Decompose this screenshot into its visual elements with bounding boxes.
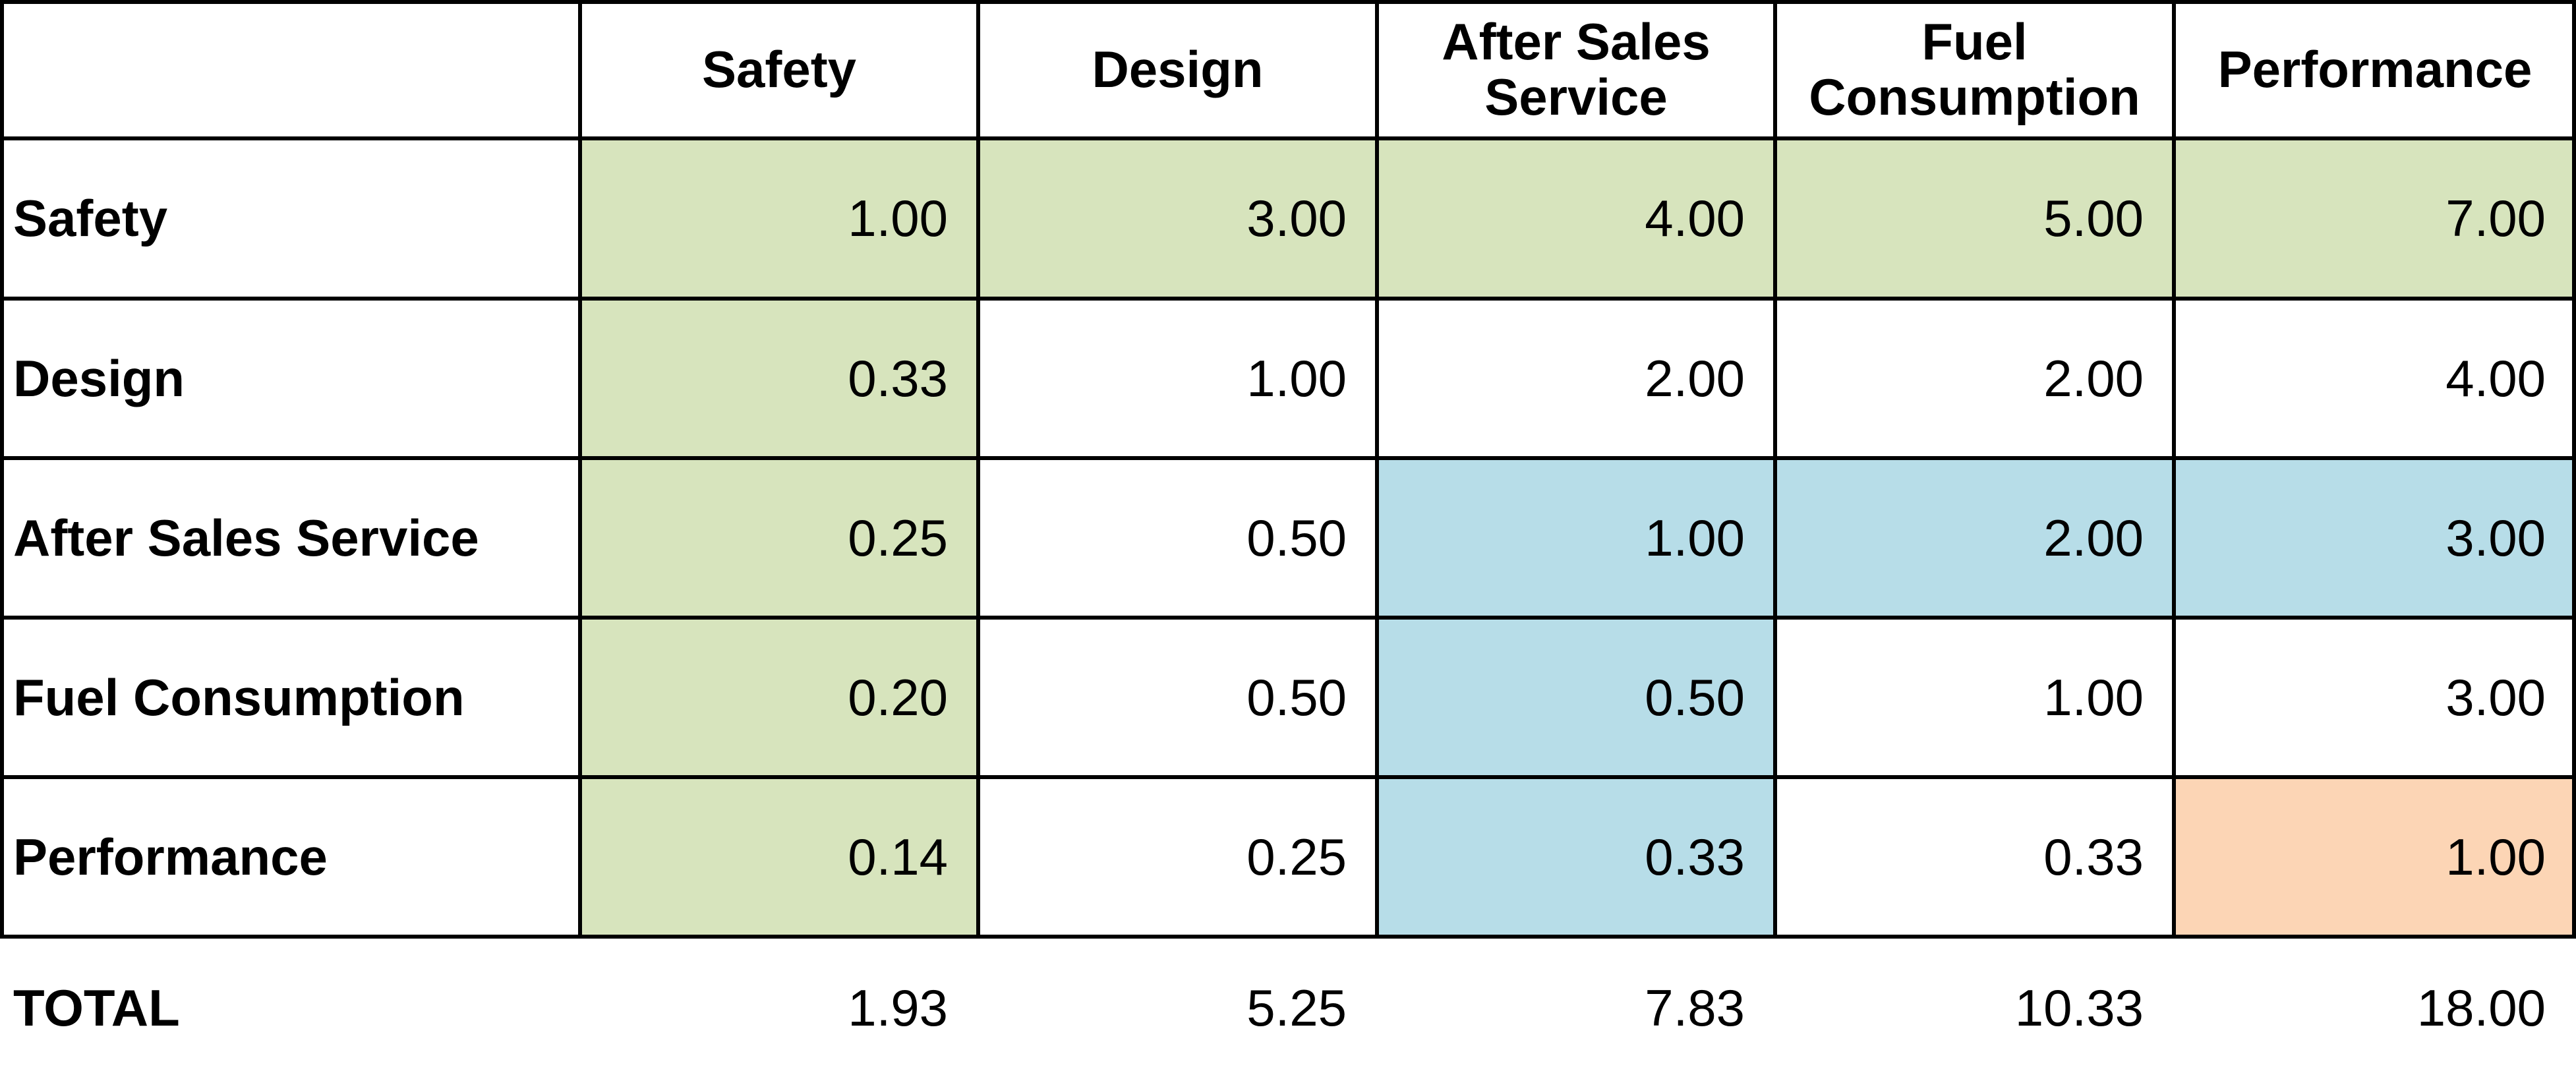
matrix-cell-r0-c2: 4.00 [1377,138,1775,299]
column-header-0: Safety [580,0,978,138]
grid-line-vertical [0,0,4,939]
total-value-2-text: 7.83 [1645,978,1745,1038]
column-header-2: After Sales Service [1377,0,1775,138]
matrix-cell-r2-c2: 1.00 [1377,458,1775,618]
row-label-0: Safety [0,138,580,299]
matrix-cell-r3-c3: 1.00 [1775,618,2174,777]
matrix-cell-r3-c0: 0.20 [580,618,978,777]
grid-line-horizontal [0,456,2576,460]
column-header-4-text: Performance [2218,42,2532,97]
matrix-cell-r0-c4-text: 7.00 [2445,189,2546,248]
matrix-cell-r4-c3-text: 0.33 [2043,827,2144,887]
row-label-3-text: Fuel Consumption [13,668,465,728]
matrix-cell-r1-c3: 2.00 [1775,299,2174,458]
matrix-cell-r4-c2: 0.33 [1377,777,1775,937]
matrix-cell-r1-c4-text: 4.00 [2445,349,2546,409]
column-header-0-text: Safety [702,42,856,97]
matrix-cell-r4-c0-text: 0.14 [848,827,948,887]
matrix-cell-r0-c0: 1.00 [580,138,978,299]
matrix-cell-r1-c1: 1.00 [978,299,1377,458]
grid-line-horizontal [0,0,2576,4]
grid-line-horizontal [0,297,2576,301]
matrix-cell-r1-c4: 4.00 [2174,299,2576,458]
total-value-1: 5.25 [978,937,1377,1079]
matrix-cell-r4-c4-text: 1.00 [2445,827,2546,887]
matrix-cell-r0-c0-text: 1.00 [848,189,948,248]
total-value-2: 7.83 [1377,937,1775,1079]
matrix-cell-r3-c4-text: 3.00 [2445,668,2546,728]
column-header-3-text: Fuel Consumption [1809,14,2140,125]
total-value-0-text: 1.93 [848,978,948,1038]
grid-line-horizontal [0,616,2576,620]
total-label: TOTAL [0,937,580,1079]
matrix-cell-r2-c4: 3.00 [2174,458,2576,618]
matrix-cell-r1-c0-text: 0.33 [848,349,948,409]
matrix-cell-r0-c3: 5.00 [1775,138,2174,299]
matrix-cell-r1-c3-text: 2.00 [2043,349,2144,409]
total-value-4-text: 18.00 [2417,978,2546,1038]
total-value-3-text: 10.33 [2015,978,2144,1038]
matrix-cell-r3-c1: 0.50 [978,618,1377,777]
grid-line-horizontal [0,136,2576,140]
matrix-cell-r2-c4-text: 3.00 [2445,508,2546,568]
column-header-4: Performance [2174,0,2576,138]
grid-line-vertical [1375,0,1379,939]
matrix-cell-r3-c0-text: 0.20 [848,668,948,728]
grid-line-horizontal [0,935,2576,939]
column-header-1-text: Design [1092,42,1263,97]
matrix-cell-r0-c4: 7.00 [2174,138,2576,299]
matrix-cell-r1-c0: 0.33 [580,299,978,458]
matrix-cell-r3-c4: 3.00 [2174,618,2576,777]
header-corner-cell [0,0,580,138]
grid-line-vertical [2172,0,2176,939]
grid-line-vertical [2572,0,2576,939]
matrix-cell-r4-c0: 0.14 [580,777,978,937]
matrix-cell-r0-c1: 3.00 [978,138,1377,299]
matrix-cell-r2-c0: 0.25 [580,458,978,618]
total-value-4: 18.00 [2174,937,2576,1079]
matrix-cell-r0-c3-text: 5.00 [2043,189,2144,248]
matrix-cell-r2-c3: 2.00 [1775,458,2174,618]
total-value-0: 1.93 [580,937,978,1079]
matrix-cell-r4-c2-text: 0.33 [1645,827,1745,887]
matrix-cell-r3-c2-text: 0.50 [1645,668,1745,728]
matrix-cell-r2-c2-text: 1.00 [1645,508,1745,568]
grid-line-vertical [976,0,980,939]
grid-line-horizontal [0,775,2576,779]
row-label-3: Fuel Consumption [0,618,580,777]
row-label-0-text: Safety [13,189,167,248]
matrix-cell-r4-c3: 0.33 [1775,777,2174,937]
column-header-3: Fuel Consumption [1775,0,2174,138]
matrix-cell-r1-c1-text: 1.00 [1246,349,1347,409]
row-label-2-text: After Sales Service [13,508,479,568]
matrix-cell-r4-c1: 0.25 [978,777,1377,937]
matrix-cell-r3-c2: 0.50 [1377,618,1775,777]
column-header-1: Design [978,0,1377,138]
matrix-cell-r1-c2-text: 2.00 [1645,349,1745,409]
row-label-4-text: Performance [13,827,328,887]
grid-line-vertical [1773,0,1777,939]
column-header-2-text: After Sales Service [1442,14,1711,125]
matrix-cell-r2-c1: 0.50 [978,458,1377,618]
matrix-cell-r4-c1-text: 0.25 [1246,827,1347,887]
row-label-4: Performance [0,777,580,937]
matrix-cell-r2-c0-text: 0.25 [848,508,948,568]
row-label-2: After Sales Service [0,458,580,618]
row-label-1: Design [0,299,580,458]
row-label-1-text: Design [13,349,185,409]
matrix-cell-r3-c1-text: 0.50 [1246,668,1347,728]
total-value-1-text: 5.25 [1246,978,1347,1038]
grid-line-vertical [578,0,582,939]
total-label-text: TOTAL [13,978,180,1038]
matrix-cell-r0-c2-text: 4.00 [1645,189,1745,248]
matrix-cell-r4-c4: 1.00 [2174,777,2576,937]
matrix-cell-r1-c2: 2.00 [1377,299,1775,458]
matrix-cell-r0-c1-text: 3.00 [1246,189,1347,248]
matrix-cell-r2-c3-text: 2.00 [2043,508,2144,568]
matrix-cell-r2-c1-text: 0.50 [1246,508,1347,568]
matrix-cell-r3-c3-text: 1.00 [2043,668,2144,728]
total-value-3: 10.33 [1775,937,2174,1079]
